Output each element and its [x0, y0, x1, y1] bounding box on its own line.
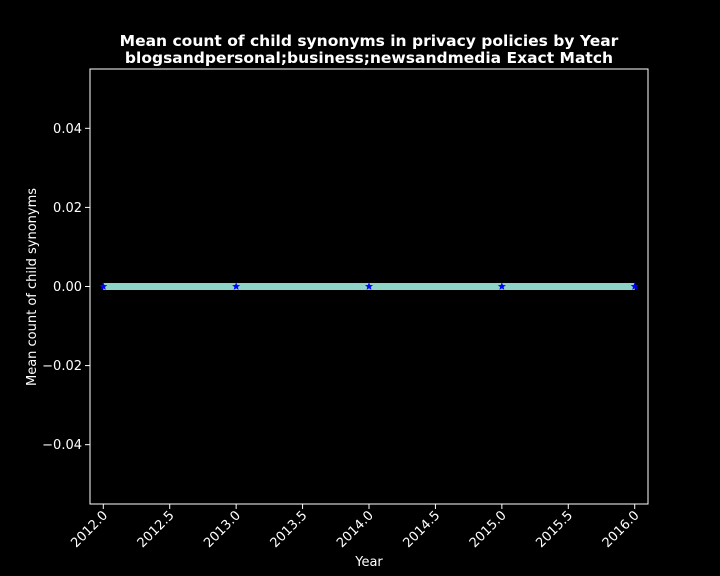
data-point-marker — [232, 282, 241, 290]
chart-title: Mean count of child synonyms in privacy … — [120, 32, 619, 50]
data-point-marker — [630, 282, 639, 290]
y-axis-ticks: 0.04 0.02 0.00 −0.02 −0.04 — [42, 122, 90, 453]
y-axis-label: Mean count of child synonyms — [25, 188, 40, 386]
y-tick-label: 0.00 — [53, 280, 82, 295]
data-point-marker — [365, 282, 373, 290]
y-tick-label: −0.04 — [42, 438, 82, 453]
chart-subtitle: blogsandpersonal;business;newsandmedia E… — [125, 49, 613, 67]
y-tick-label: 0.04 — [53, 122, 82, 137]
y-tick-label: −0.02 — [42, 359, 82, 374]
x-axis-label: Year — [354, 555, 383, 570]
series-layer — [99, 282, 639, 290]
data-point-marker — [99, 282, 108, 290]
y-tick-label: 0.02 — [53, 201, 82, 216]
data-point-marker — [497, 282, 506, 290]
